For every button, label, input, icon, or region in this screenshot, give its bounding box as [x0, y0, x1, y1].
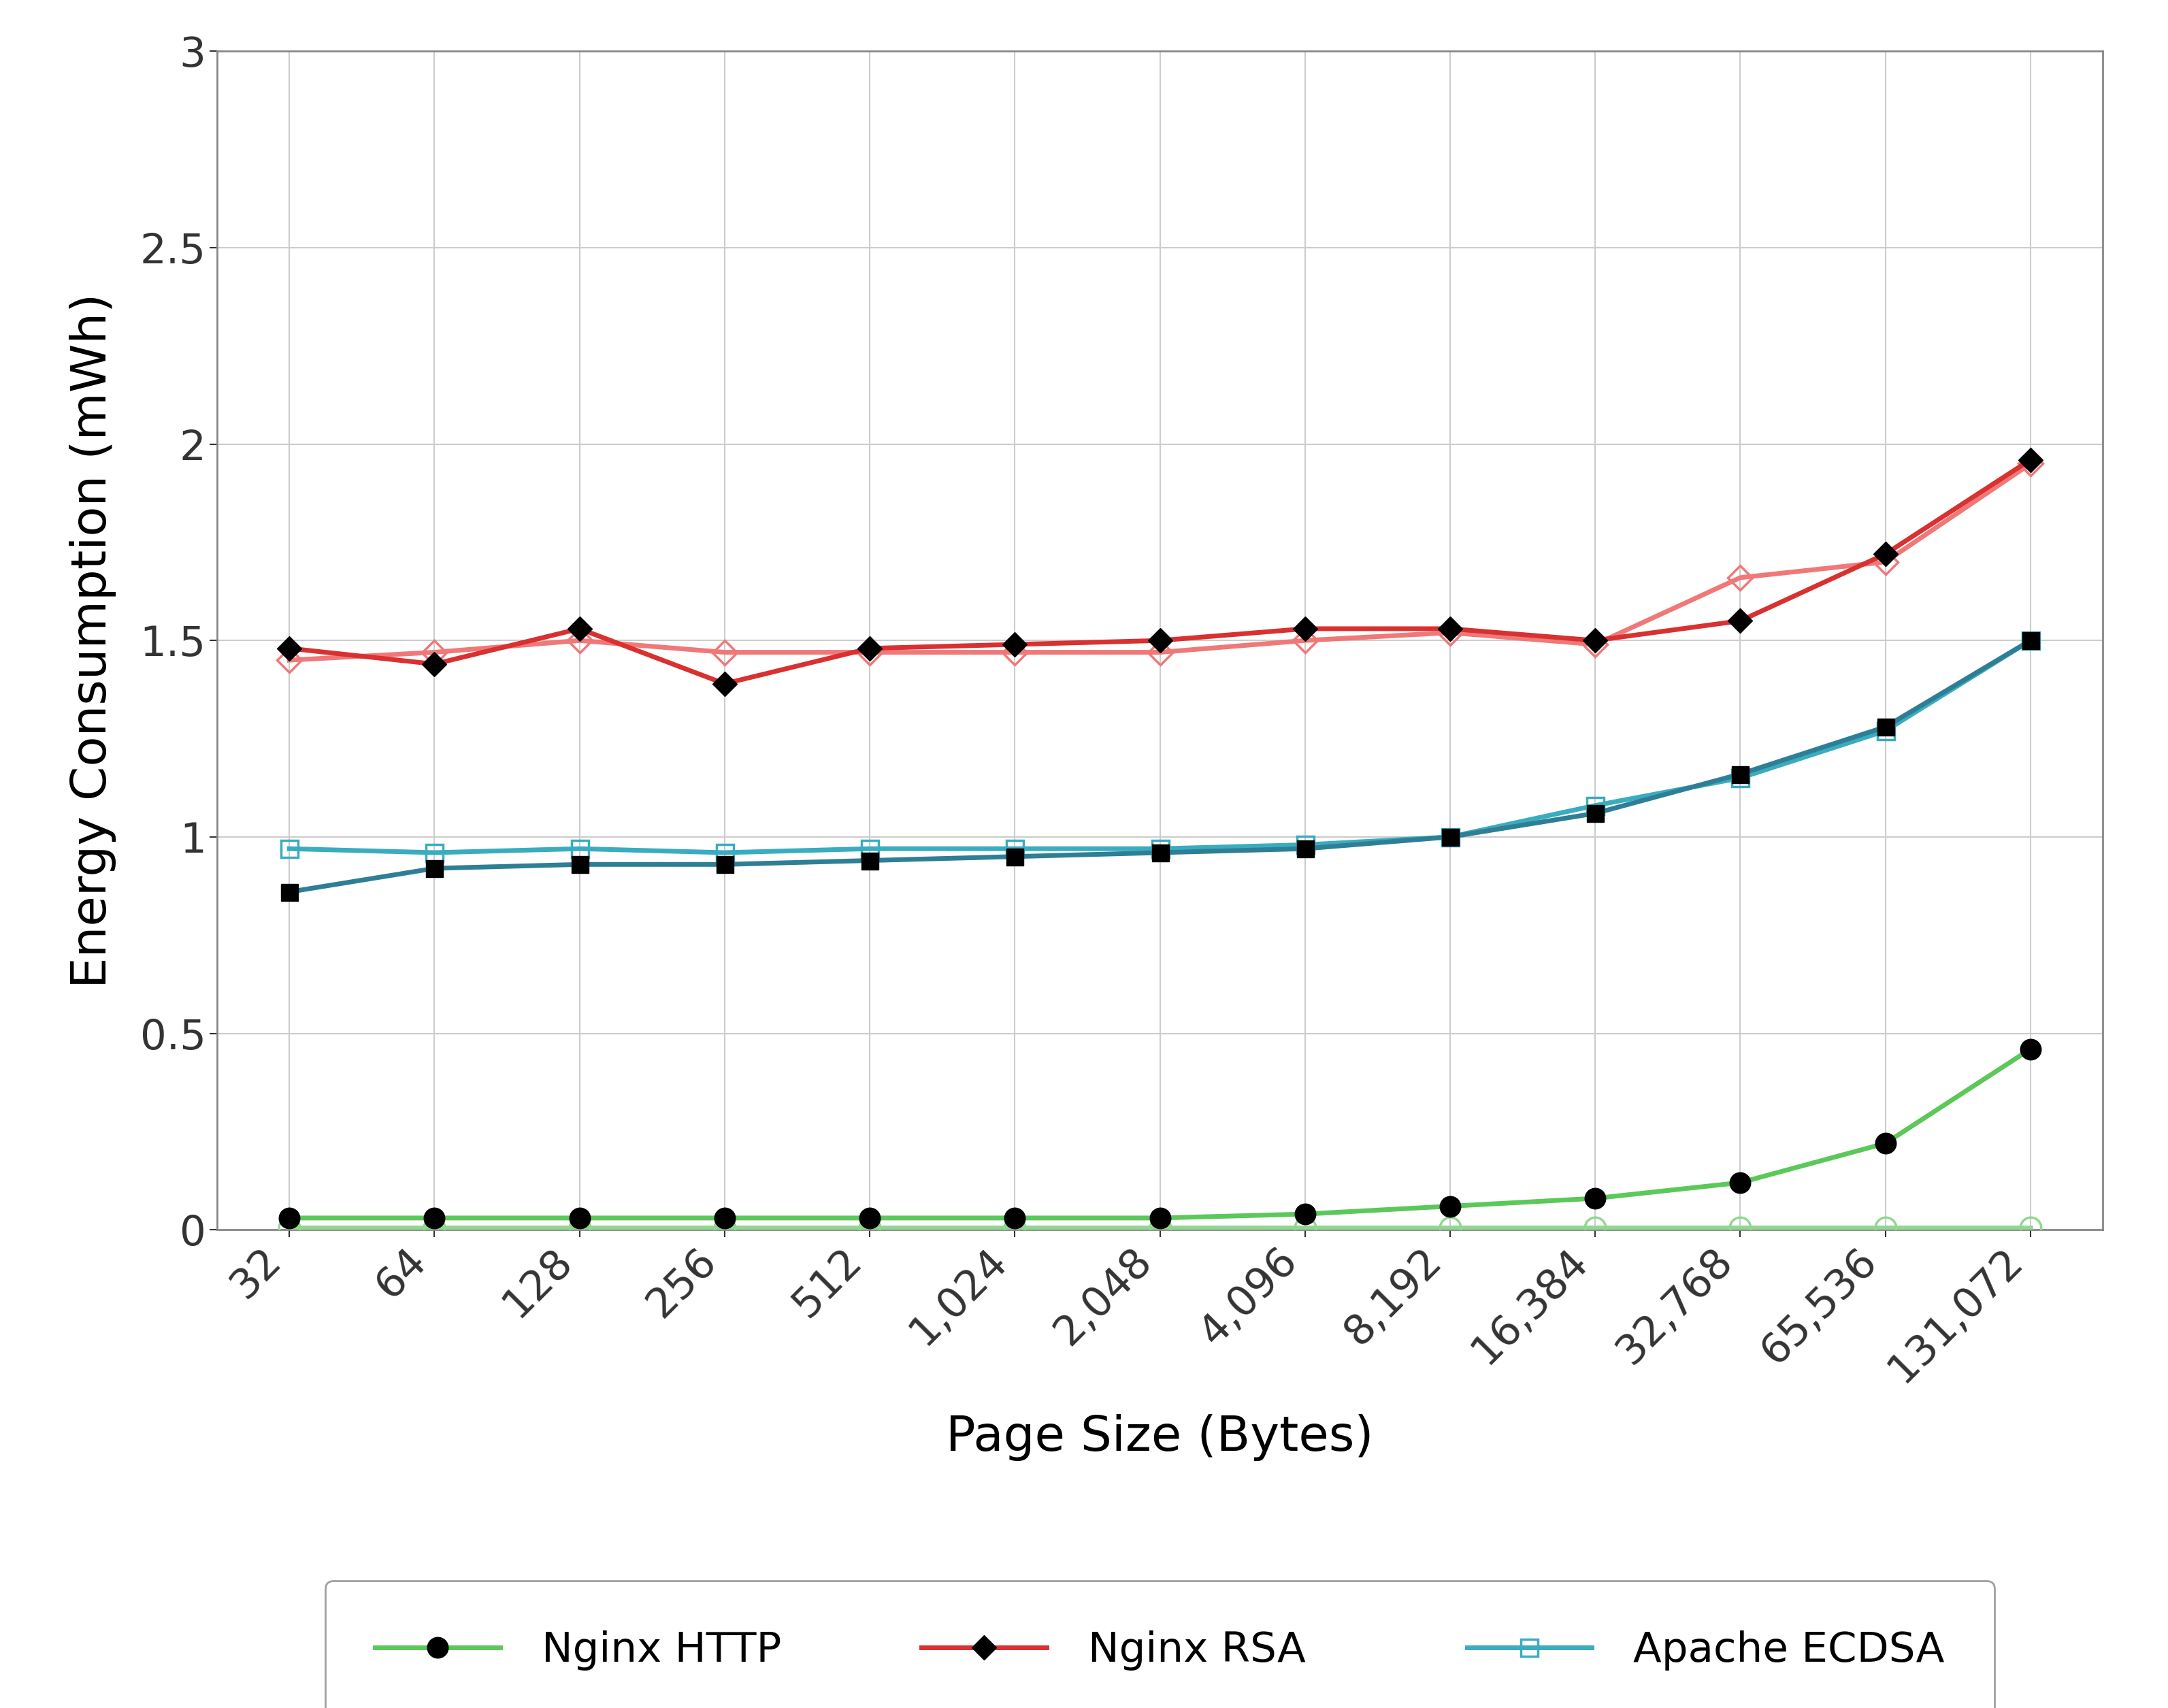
- Apache ECDSA: [1583, 796, 1609, 816]
- Apache RSA: [1873, 552, 1899, 572]
- Apache ECDSA: [711, 842, 737, 863]
- Apache RSA: [1728, 567, 1754, 588]
- Apache HTTP: [1292, 1218, 1318, 1238]
- Line: Apache ECDSA: Apache ECDSA: [282, 632, 2038, 861]
- Line: Apache HTTP: Apache HTTP: [280, 1218, 2040, 1238]
- Nginx HTTP: [566, 1208, 592, 1228]
- Apache HTTP: [1437, 1218, 1463, 1238]
- Nginx HTTP: [856, 1208, 882, 1228]
- Apache ECDSA: [275, 839, 301, 859]
- Nginx RSA: [856, 639, 882, 659]
- Apache ECDSA: [566, 839, 592, 859]
- Apache HTTP: [1002, 1218, 1028, 1238]
- Nginx RSA: [275, 639, 301, 659]
- Nginx HTTP: [421, 1208, 447, 1228]
- Nginx ECDSA: [1147, 842, 1173, 863]
- Nginx HTTP: [1147, 1208, 1173, 1228]
- Apache RSA: [275, 651, 301, 671]
- Apache ECDSA: [2018, 630, 2044, 651]
- Nginx RSA: [1728, 611, 1754, 632]
- Apache HTTP: [1873, 1218, 1899, 1238]
- Apache HTTP: [1728, 1218, 1754, 1238]
- Nginx ECDSA: [1873, 717, 1899, 738]
- Nginx RSA: [1002, 634, 1028, 654]
- Nginx HTTP: [1873, 1132, 1899, 1153]
- Nginx HTTP: [1437, 1196, 1463, 1216]
- Apache ECDSA: [421, 842, 447, 863]
- Apache RSA: [2018, 454, 2044, 475]
- Nginx RSA: [1292, 618, 1318, 639]
- Apache RSA: [1002, 642, 1028, 663]
- Legend: Nginx HTTP, Nginx ECDSA, Nginx RSA, Apache HTTP, Apache ECDSA, Apache RSA: Nginx HTTP, Nginx ECDSA, Nginx RSA, Apac…: [325, 1580, 1995, 1708]
- Apache HTTP: [566, 1218, 592, 1238]
- Line: Apache RSA: Apache RSA: [282, 456, 2038, 668]
- Nginx ECDSA: [856, 851, 882, 871]
- Apache ECDSA: [1292, 835, 1318, 856]
- Apache HTTP: [1583, 1218, 1609, 1238]
- Nginx ECDSA: [2018, 630, 2044, 651]
- Line: Nginx RSA: Nginx RSA: [282, 451, 2038, 692]
- Apache RSA: [1437, 622, 1463, 642]
- Apache ECDSA: [856, 839, 882, 859]
- Apache RSA: [1292, 630, 1318, 651]
- Apache HTTP: [275, 1218, 301, 1238]
- Apache RSA: [1147, 642, 1173, 663]
- Apache HTTP: [711, 1218, 737, 1238]
- Apache ECDSA: [1002, 839, 1028, 859]
- Nginx ECDSA: [1583, 803, 1609, 823]
- Line: Nginx ECDSA: Nginx ECDSA: [282, 632, 2038, 900]
- Apache RSA: [1583, 634, 1609, 654]
- Nginx RSA: [421, 654, 447, 675]
- Nginx ECDSA: [711, 854, 737, 874]
- Nginx HTTP: [1583, 1189, 1609, 1209]
- Nginx HTTP: [1002, 1208, 1028, 1228]
- Nginx ECDSA: [1292, 839, 1318, 859]
- Apache HTTP: [856, 1218, 882, 1238]
- Nginx RSA: [2018, 449, 2044, 470]
- Nginx HTTP: [1728, 1172, 1754, 1192]
- Nginx RSA: [1873, 543, 1899, 564]
- Nginx RSA: [1437, 618, 1463, 639]
- Nginx RSA: [566, 618, 592, 639]
- Apache HTTP: [1147, 1218, 1173, 1238]
- Apache RSA: [711, 642, 737, 663]
- Apache ECDSA: [1437, 827, 1463, 847]
- Nginx HTTP: [2018, 1038, 2044, 1059]
- Nginx HTTP: [275, 1208, 301, 1228]
- Apache ECDSA: [1147, 839, 1173, 859]
- Nginx ECDSA: [1002, 847, 1028, 868]
- Nginx RSA: [711, 673, 737, 693]
- Apache RSA: [856, 642, 882, 663]
- Apache ECDSA: [1873, 721, 1899, 741]
- Apache RSA: [421, 642, 447, 663]
- Apache ECDSA: [1728, 769, 1754, 789]
- Nginx ECDSA: [1437, 827, 1463, 847]
- Apache RSA: [566, 630, 592, 651]
- Nginx ECDSA: [275, 881, 301, 902]
- Nginx RSA: [1583, 630, 1609, 651]
- Nginx RSA: [1147, 630, 1173, 651]
- X-axis label: Page Size (Bytes): Page Size (Bytes): [945, 1414, 1375, 1460]
- Nginx HTTP: [1292, 1204, 1318, 1225]
- Y-axis label: Energy Consumption (mWh): Energy Consumption (mWh): [69, 294, 117, 987]
- Nginx ECDSA: [421, 857, 447, 878]
- Apache HTTP: [2018, 1218, 2044, 1238]
- Line: Nginx HTTP: Nginx HTTP: [280, 1038, 2040, 1228]
- Nginx HTTP: [711, 1208, 737, 1228]
- Nginx ECDSA: [566, 854, 592, 874]
- Apache HTTP: [421, 1218, 447, 1238]
- Nginx ECDSA: [1728, 763, 1754, 784]
